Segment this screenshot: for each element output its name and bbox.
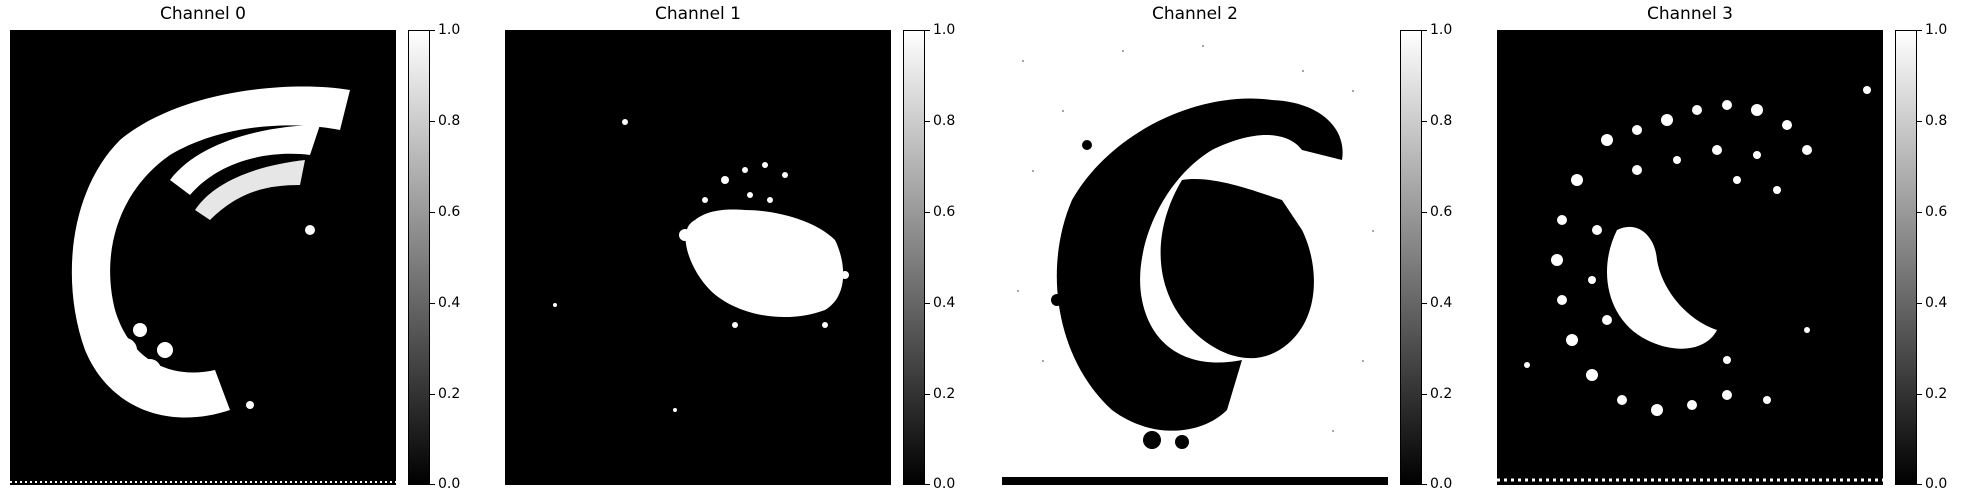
tick-label: 1.0	[933, 22, 956, 38]
tick-label: 0.4	[438, 295, 461, 311]
tick-label: 0.6	[1430, 204, 1453, 220]
channel-2-colorbar	[1400, 30, 1422, 485]
tick-label: 0.8	[1925, 113, 1948, 129]
channel-1-panel: Channel 1 1.0 0.8 0.6 0.4 0.2 0.0	[495, 0, 985, 503]
channel-3-colorbar	[1895, 30, 1917, 485]
channel-2-title: Channel 2	[1151, 4, 1238, 24]
tick-label: 0.0	[438, 476, 461, 492]
tick-label: 1.0	[1925, 22, 1948, 38]
tick-label: 0.2	[1430, 386, 1453, 402]
tick-label: 0.0	[1430, 476, 1453, 492]
channel-1-colorbar	[903, 30, 925, 485]
channel-0-panel: Channel 0 1.0 0.8 0.6 0.4 0.2 0.0	[0, 0, 490, 503]
channel-2-panel: Channel 2 1.0 0.8 0.6 0.4 0.2 0.0	[992, 0, 1482, 503]
tick-label: 0.0	[1925, 476, 1948, 492]
channel-3-image	[1497, 30, 1883, 485]
tick-label: 0.6	[933, 204, 956, 220]
tick-label: 0.4	[1925, 295, 1948, 311]
tick-label: 0.8	[933, 113, 956, 129]
tick-label: 0.2	[933, 386, 956, 402]
tick-label: 0.0	[933, 476, 956, 492]
channel-0-image	[10, 30, 396, 485]
tick-label: 0.2	[438, 386, 461, 402]
channel-2-colorbar-ticks: 1.0 0.8 0.6 0.4 0.2 0.0	[1422, 22, 1482, 492]
channel-0-colorbar	[408, 30, 430, 485]
channel-1-image	[505, 30, 891, 485]
channel-0-title: Channel 0	[159, 4, 246, 24]
channel-3-panel: Channel 3 1.0 0	[1487, 0, 1971, 503]
tick-label: 0.6	[438, 204, 461, 220]
channel-3-title: Channel 3	[1646, 4, 1733, 24]
tick-label: 0.2	[1925, 386, 1948, 402]
channel-1-title: Channel 1	[654, 4, 741, 24]
tick-label: 1.0	[1430, 22, 1453, 38]
channel-1-colorbar-ticks: 1.0 0.8 0.6 0.4 0.2 0.0	[925, 22, 985, 492]
channel-0-colorbar-ticks: 1.0 0.8 0.6 0.4 0.2 0.0	[430, 22, 490, 492]
tick-label: 0.4	[1430, 295, 1453, 311]
tick-label: 0.8	[1430, 113, 1453, 129]
tick-label: 0.8	[438, 113, 461, 129]
tick-label: 1.0	[438, 22, 461, 38]
channel-2-image	[1002, 30, 1388, 485]
tick-label: 0.6	[1925, 204, 1948, 220]
channel-3-colorbar-ticks: 1.0 0.8 0.6 0.4 0.2 0.0	[1917, 22, 1971, 492]
tick-label: 0.4	[933, 295, 956, 311]
